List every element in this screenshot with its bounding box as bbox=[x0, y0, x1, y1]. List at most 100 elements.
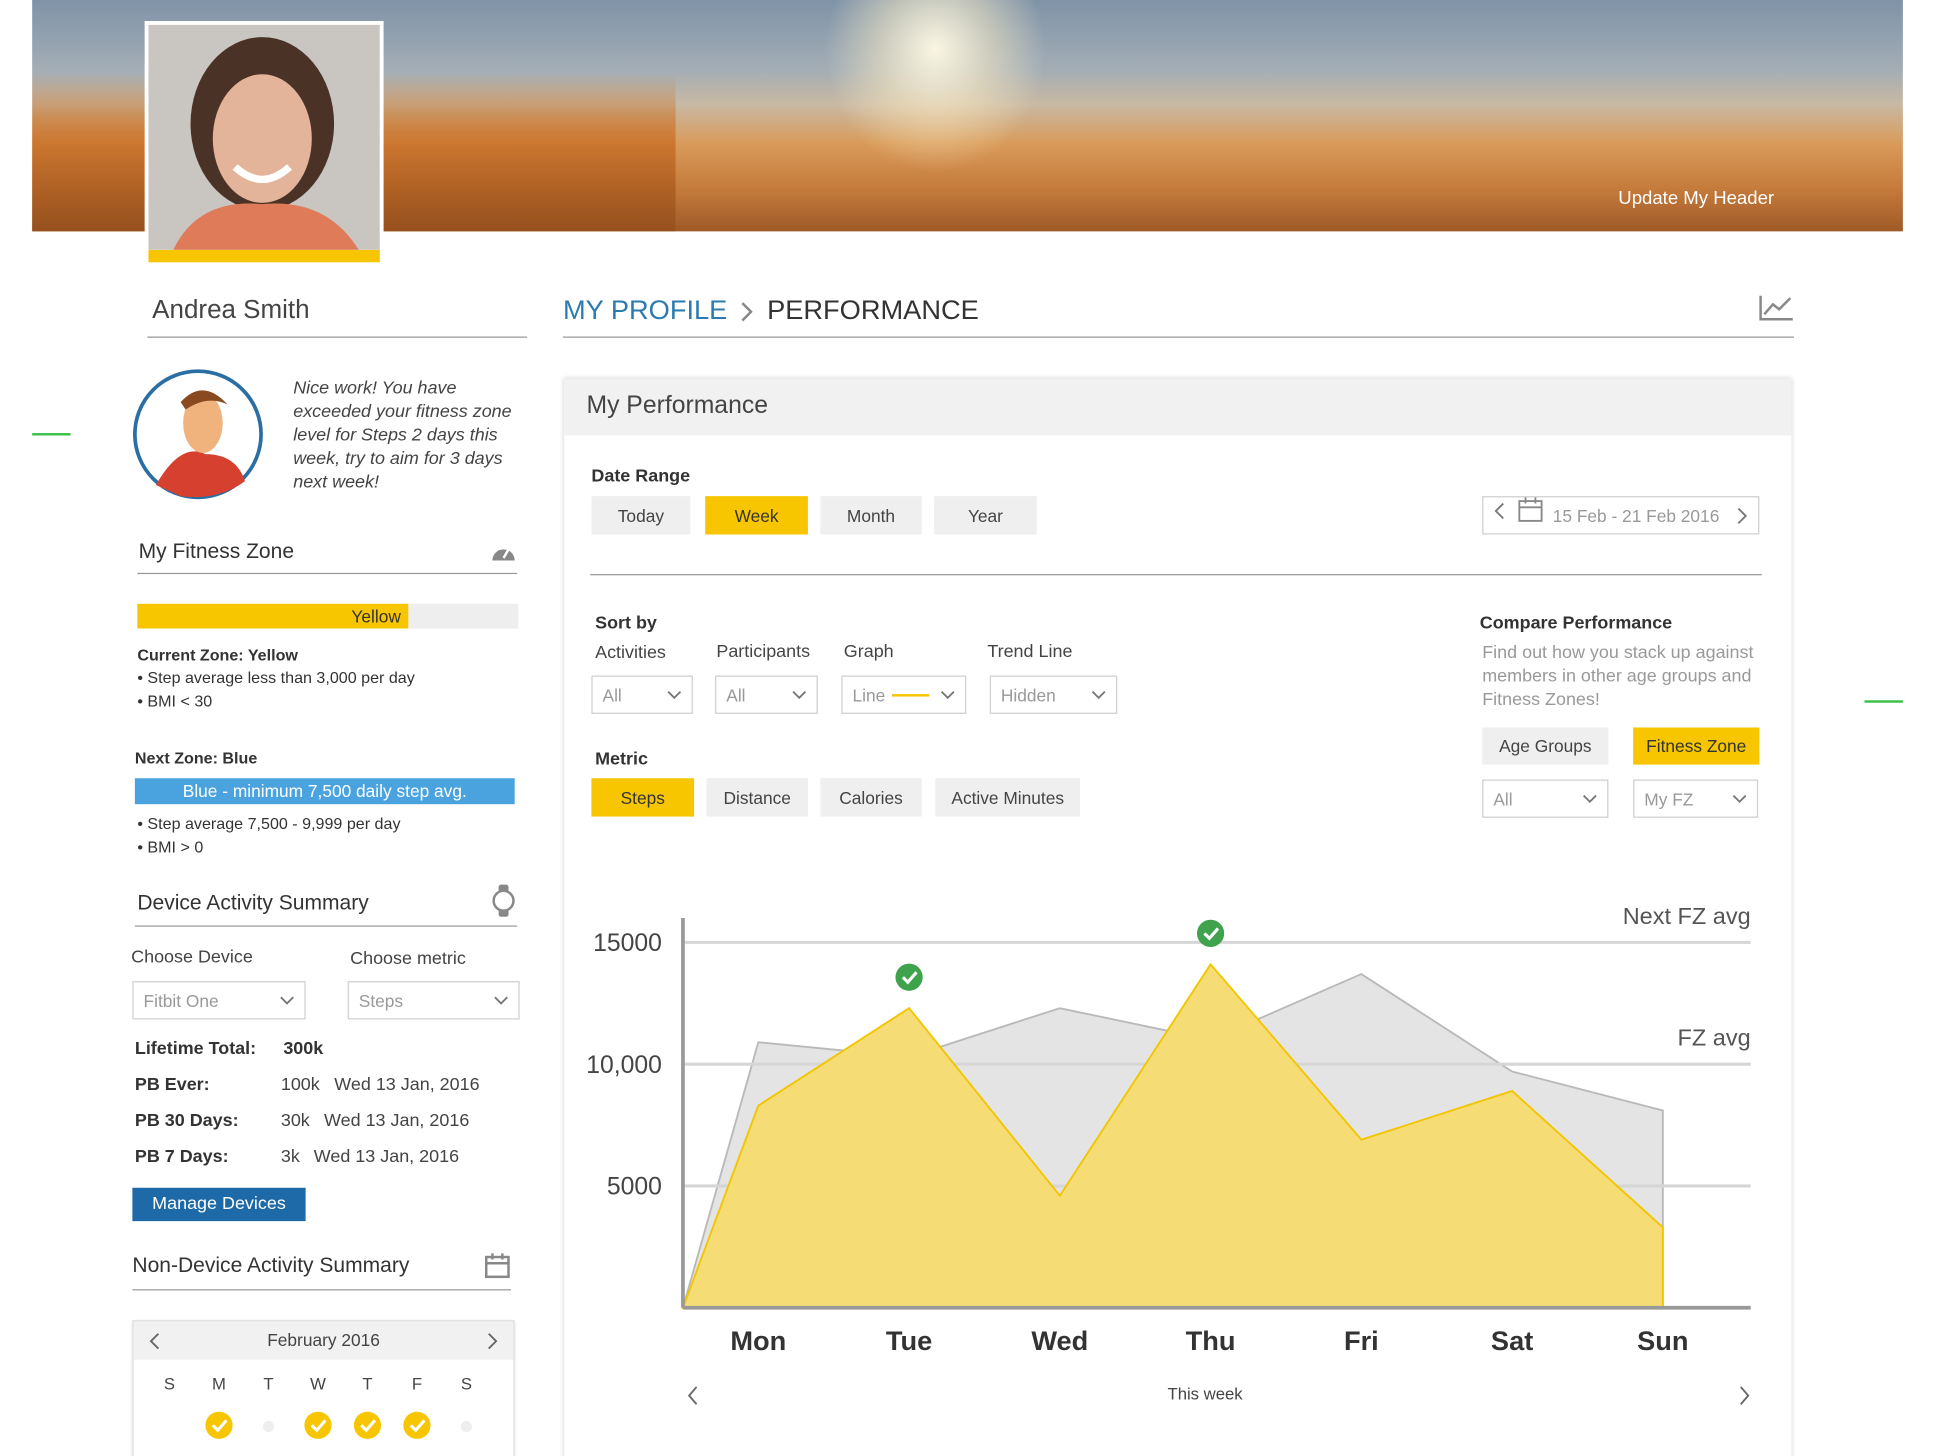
divider bbox=[562, 336, 1794, 338]
metric-button[interactable]: Steps bbox=[591, 778, 695, 817]
filter-label: Participants bbox=[716, 642, 811, 662]
compare-text: Find out how you stack up against member… bbox=[1482, 643, 1754, 711]
filter-select[interactable]: All bbox=[715, 675, 818, 714]
filter-select[interactable]: Line bbox=[841, 675, 967, 714]
breadcrumb-current: PERFORMANCE bbox=[767, 294, 979, 326]
filter-label: Activities bbox=[595, 643, 666, 664]
stat-label: PB 7 Days: bbox=[134, 1146, 229, 1167]
compare-tab[interactable]: Age Groups bbox=[1482, 727, 1609, 765]
zone-point: • Step average less than 3,000 per day bbox=[137, 668, 415, 687]
select-value: Line bbox=[852, 684, 886, 705]
gauge-icon bbox=[492, 548, 515, 561]
divider bbox=[590, 574, 1762, 576]
metric-button[interactable]: Active Minutes bbox=[935, 778, 1081, 817]
filter-select[interactable]: Hidden bbox=[989, 675, 1118, 714]
stat-date: Wed 13 Jan, 2016 bbox=[334, 1075, 480, 1095]
coach-avatar bbox=[133, 369, 263, 500]
breadcrumb-chevron bbox=[741, 302, 753, 322]
range-button[interactable]: Month bbox=[820, 496, 922, 535]
smile bbox=[232, 164, 293, 183]
coach-message: Nice work! You have exceeded your fitnes… bbox=[293, 378, 512, 493]
card-title: My Performance bbox=[586, 392, 768, 420]
metric-button[interactable]: Calories bbox=[820, 778, 922, 817]
stat-value: 100k bbox=[280, 1075, 320, 1095]
stat-label: PB Ever: bbox=[134, 1075, 210, 1095]
chart-icon[interactable] bbox=[1758, 293, 1795, 323]
filter-select[interactable]: All bbox=[591, 675, 693, 714]
stat-date: Wed 13 Jan, 2016 bbox=[324, 1111, 470, 1131]
manage-devices-button[interactable]: Manage Devices bbox=[132, 1187, 306, 1222]
date-calendar-icon bbox=[1518, 497, 1543, 522]
zone-bar-label: Yellow bbox=[351, 606, 401, 627]
range-button[interactable]: Year bbox=[934, 496, 1037, 535]
section-title: Device Activity Summary bbox=[137, 890, 369, 915]
next-zone-bar: Blue - minimum 7,500 daily step avg. bbox=[134, 778, 515, 805]
divider bbox=[137, 572, 518, 575]
metric-button[interactable]: Distance bbox=[706, 778, 808, 817]
select-chevron bbox=[667, 690, 682, 699]
divider bbox=[134, 925, 518, 927]
select-chevron bbox=[1091, 690, 1106, 699]
current-zone: Current Zone: Yellow bbox=[137, 645, 298, 665]
card-header bbox=[564, 378, 1792, 436]
device-select[interactable]: Fitbit One bbox=[132, 981, 306, 1020]
date-prev[interactable] bbox=[1493, 502, 1505, 520]
calendar: February 2016 bbox=[132, 1320, 515, 1456]
zone-bar bbox=[137, 603, 409, 629]
select-chevron bbox=[494, 995, 508, 1005]
profile-name: Andrea Smith bbox=[152, 295, 310, 325]
range-button[interactable]: Today bbox=[591, 496, 691, 535]
select-value: All bbox=[726, 684, 746, 705]
shirt bbox=[173, 203, 359, 250]
compare-select[interactable]: My FZ bbox=[1633, 779, 1759, 818]
stat-label: Lifetime Total: bbox=[134, 1039, 257, 1060]
select-chevron bbox=[1583, 794, 1597, 803]
calendar-month: February 2016 bbox=[267, 1330, 380, 1350]
filter-label: Trend Line bbox=[987, 642, 1073, 662]
divider bbox=[132, 1289, 511, 1291]
date-next[interactable] bbox=[1736, 507, 1748, 525]
compare-select[interactable]: All bbox=[1482, 779, 1609, 818]
select-chevron bbox=[792, 690, 807, 699]
calendar-icon bbox=[484, 1253, 510, 1279]
zone-point: • Step average 7,500 - 9,999 per day bbox=[137, 814, 401, 833]
stat-value: 3k bbox=[280, 1146, 300, 1167]
select-chevron bbox=[940, 690, 955, 699]
calendar-prev[interactable] bbox=[148, 1333, 160, 1350]
date-picker[interactable]: 15 Feb - 21 Feb 2016 bbox=[1482, 496, 1760, 535]
select-value: Steps bbox=[358, 990, 404, 1011]
stat-date: Wed 13 Jan, 2016 bbox=[313, 1146, 460, 1167]
divider bbox=[147, 336, 528, 338]
field-label: Choose Device bbox=[131, 947, 253, 968]
update-header-button[interactable]: Update My Header bbox=[1618, 188, 1775, 210]
zone-point: • BMI > 0 bbox=[137, 837, 204, 857]
zone-strip bbox=[148, 249, 380, 263]
field-label: Sort by bbox=[595, 613, 657, 634]
breadcrumb-parent[interactable]: MY PROFILE bbox=[562, 294, 728, 326]
select-value: My FZ bbox=[1644, 788, 1694, 809]
select-value: All bbox=[1493, 788, 1513, 809]
field-label: Date Range bbox=[591, 466, 691, 487]
performance-card bbox=[564, 378, 1792, 1456]
section-title: My Fitness Zone bbox=[138, 539, 295, 563]
profile-photo bbox=[144, 21, 384, 263]
select-chevron bbox=[1732, 794, 1747, 803]
face bbox=[212, 74, 312, 203]
range-button[interactable]: Week bbox=[705, 496, 808, 535]
stat-value: 300k bbox=[283, 1039, 324, 1060]
section-title: Non-Device Activity Summary bbox=[132, 1253, 410, 1277]
field-label: Choose metric bbox=[350, 948, 466, 969]
next-zone: Next Zone: Blue bbox=[134, 748, 258, 768]
accent-line bbox=[1864, 700, 1903, 703]
stat-value: 30k bbox=[280, 1111, 310, 1131]
calendar-next[interactable] bbox=[486, 1333, 498, 1350]
select-value: Fitbit One bbox=[143, 990, 219, 1011]
photo-image bbox=[148, 24, 380, 250]
sun-glow bbox=[824, 0, 1047, 174]
select-value: Hidden bbox=[1000, 684, 1056, 705]
metric-select[interactable]: Steps bbox=[347, 981, 520, 1020]
stat-label: PB 30 Days: bbox=[134, 1111, 239, 1131]
compare-tab[interactable]: Fitness Zone bbox=[1633, 727, 1760, 765]
